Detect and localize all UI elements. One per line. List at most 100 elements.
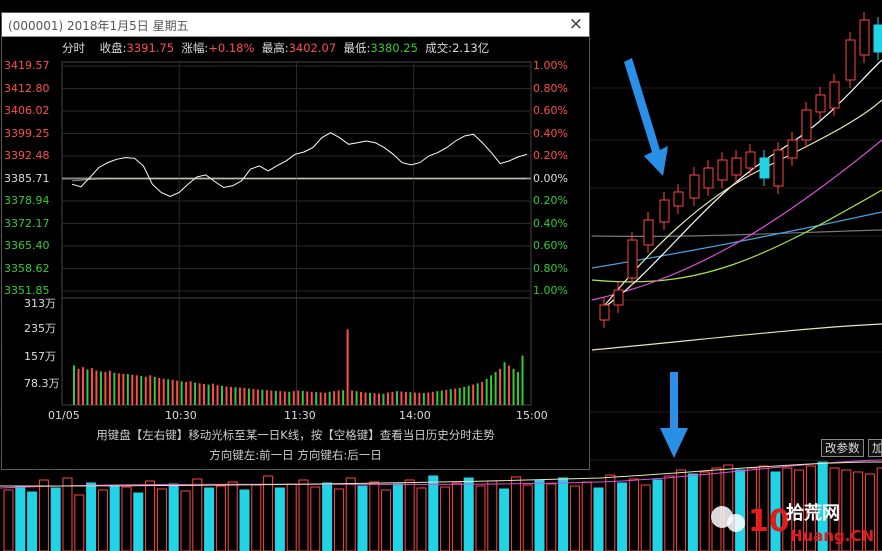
bg-volume-bar	[369, 481, 380, 551]
bg-volume-bar	[145, 480, 156, 551]
bg-volume-bar	[227, 481, 238, 551]
bg-volume-bar	[180, 490, 191, 551]
volume-tick-label: 157万	[24, 350, 56, 363]
price-tick-label: 3351.85	[4, 284, 50, 297]
percent-tick-label: 0.60%	[533, 104, 568, 117]
bg-volume-bar	[345, 477, 356, 551]
bg-volume-bar	[62, 477, 73, 551]
bg-candle-body	[731, 157, 742, 176]
bg-volume-bar	[746, 467, 757, 551]
close-value: 3391.75	[126, 41, 175, 55]
bg-volume-bar	[593, 487, 604, 551]
average-price-line	[71, 178, 527, 182]
add-button[interactable]: 加	[868, 439, 882, 457]
bg-candle-body	[689, 174, 700, 199]
change-params-button[interactable]: 改参数	[821, 439, 864, 457]
bg-volume-bar	[499, 488, 510, 551]
bg-volume-bar	[133, 492, 144, 551]
percent-tick-label: 0.60%	[533, 239, 568, 252]
popup-title: (000001) 2018年1月5日 星期五	[8, 19, 189, 33]
bg-candle-body	[643, 219, 654, 246]
percent-tick-label: 0.80%	[533, 81, 568, 95]
high-label: 最高:	[261, 41, 289, 55]
percent-tick-label: 0.40%	[533, 126, 568, 140]
svg-text:拾荒网: 拾荒网	[786, 502, 840, 524]
high-value: 3402.07	[288, 41, 337, 55]
bg-volume-bar	[416, 487, 427, 551]
price-tick-label: 3365.40	[4, 239, 50, 252]
bg-volume-bar	[782, 467, 793, 551]
bg-volume-bar	[770, 471, 781, 551]
bg-volume-bar	[463, 477, 474, 551]
bg-volume-bar	[239, 489, 250, 551]
price-tick-label: 3419.57	[4, 59, 50, 72]
intraday-popup-window: (000001) 2018年1月5日 星期五 × 分时 收盘:3391.75 涨…	[1, 12, 590, 470]
volume-tick-label: 313万	[24, 297, 56, 310]
bg-ma-line	[591, 323, 882, 351]
bg-candle-body	[845, 39, 856, 81]
bg-candle-body	[613, 289, 624, 306]
bg-volume-bar	[357, 485, 368, 551]
bg-volume-bar	[735, 469, 746, 551]
bg-volume-bar	[510, 476, 521, 551]
bg-volume-bar	[617, 482, 628, 551]
bg-volume-bar	[50, 487, 61, 551]
bg-volume-bar	[3, 489, 14, 551]
price-tick-label: 3392.48	[4, 149, 50, 162]
direction-hint: 方向键左:前一日 方向键右:后一日	[209, 448, 382, 462]
percent-tick-label: 0.40%	[533, 216, 568, 230]
bg-volume-bar	[156, 488, 167, 551]
bg-volume-bar	[805, 465, 816, 551]
bg-candle-body	[815, 94, 826, 113]
bg-ma-line	[591, 139, 882, 301]
bg-volume-bar	[640, 484, 651, 551]
percent-tick-label: 0.20%	[533, 149, 568, 162]
bg-volume-bar	[451, 482, 462, 551]
svg-text:Huang.CN: Huang.CN	[790, 527, 874, 545]
intraday-chart[interactable]	[2, 13, 591, 471]
close-icon[interactable]: ×	[568, 14, 583, 34]
change-label: 涨幅:	[181, 41, 209, 55]
percent-tick-label: 0.20%	[533, 194, 568, 207]
close-label: 收盘:	[99, 41, 127, 55]
bg-candle-body	[703, 167, 714, 189]
bg-ma-line	[604, 99, 882, 306]
bg-volume-ma-2	[0, 461, 882, 487]
bg-volume-bar	[605, 474, 616, 551]
percent-tick-label: 1.00%	[533, 284, 568, 297]
turnover-value: 2.13亿	[452, 41, 490, 55]
bg-candle-body	[599, 304, 610, 321]
bg-volume-bar	[652, 479, 663, 551]
bg-candle-body	[859, 19, 870, 56]
bg-volume-bar	[817, 461, 828, 551]
bg-candle-body	[759, 157, 770, 179]
bg-volume-bar	[381, 489, 392, 551]
bg-volume-bar	[546, 483, 557, 551]
time-tick-label: 10:30	[165, 409, 197, 422]
bg-candle-body	[787, 139, 798, 159]
bg-volume-bar	[215, 485, 226, 551]
fenshi-label: 分时	[62, 41, 85, 55]
bg-volume-bar	[558, 477, 569, 551]
volume-tick-label: 235万	[24, 322, 56, 335]
price-tick-label: 3378.94	[4, 194, 50, 207]
bg-volume-bar	[38, 479, 49, 551]
bg-candle-body	[829, 81, 840, 109]
bg-volume-ma	[0, 459, 882, 489]
bg-volume-bar	[853, 471, 864, 551]
bg-volume-bar	[841, 469, 852, 551]
bg-volume-bar	[428, 475, 439, 551]
time-tick-label: 01/05	[48, 409, 80, 422]
popup-titlebar: (000001) 2018年1月5日 星期五 ×	[2, 13, 589, 37]
bg-volume-bar	[475, 485, 486, 551]
quote-info-bar: 分时 收盘:3391.75 涨幅:+0.18% 最高:3402.07 最低:33…	[62, 40, 489, 56]
bg-volume-bar	[310, 486, 321, 551]
bg-volume-bar	[699, 471, 710, 551]
keyboard-hint: 用键盘【左右键】移动光标至某一日K线，按【空格键】查看当日历史分时走势	[96, 428, 495, 442]
low-value: 3380.25	[370, 41, 418, 55]
arrow-down-icon	[624, 58, 668, 176]
bg-volume-bar	[192, 478, 203, 551]
bg-volume-bar	[676, 469, 687, 551]
turnover-label: 成交:	[425, 41, 453, 55]
time-tick-label: 11:30	[284, 409, 316, 422]
